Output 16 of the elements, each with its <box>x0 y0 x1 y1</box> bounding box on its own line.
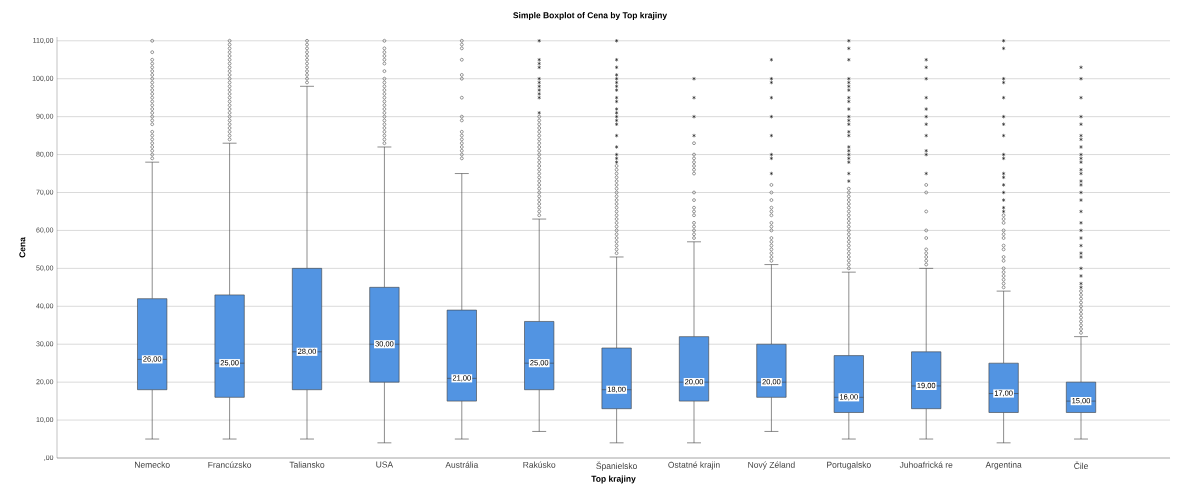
x-tick-label: USA <box>376 461 394 468</box>
x-tick-label: Čile <box>1074 461 1088 469</box>
x-tick-label: Ostatné krajin <box>668 461 720 470</box>
x-tick-label: Juhoafrická re <box>899 461 953 468</box>
x-tick-label: Austrália <box>445 461 479 468</box>
y-axis-title: Cena <box>19 237 26 258</box>
x-tick-label: Nemecko <box>135 461 170 468</box>
x-tick-label: Rakúsko <box>523 461 556 468</box>
x-tick-label: Taliansko <box>289 461 325 468</box>
x-tick-label: Španielsko <box>596 461 637 471</box>
x-tick-label: Nový Zéland <box>748 461 795 470</box>
x-tick-label: Francúzsko <box>208 461 252 468</box>
x-axis-title: Top krajiny <box>591 475 636 484</box>
chart-title: Simple Boxplot of Cena by Top krajiny <box>513 12 668 20</box>
x-tick-label: Portugalsko <box>827 461 871 470</box>
x-tick-label: Argentina <box>985 461 1022 470</box>
